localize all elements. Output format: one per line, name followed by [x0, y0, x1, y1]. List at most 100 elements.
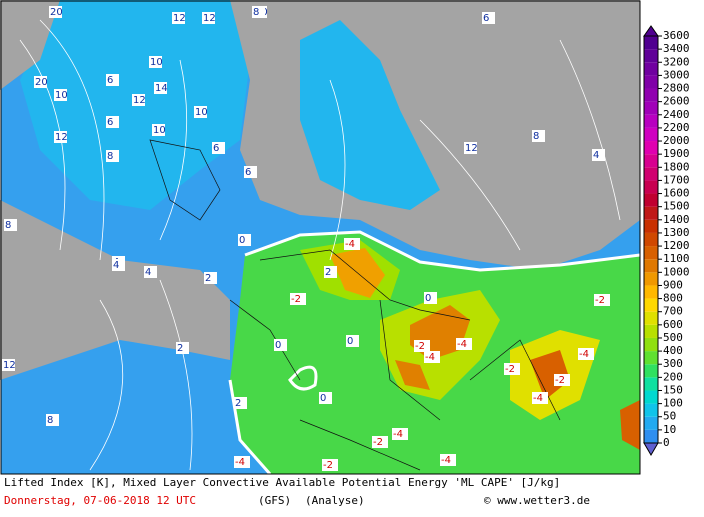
colorbar-label: 400 [663, 344, 683, 357]
contour-label: 2 [325, 267, 331, 278]
colorbar-label: 1300 [663, 226, 690, 239]
contour-label: -4 [393, 429, 403, 440]
colorbar-segment [644, 167, 658, 181]
colorbar-segment [644, 154, 658, 168]
contour-label: -2 [373, 437, 383, 448]
contour-label-box [234, 397, 247, 409]
contour-label: 6 [107, 117, 113, 128]
colorbar-label: 1800 [663, 160, 690, 173]
contour-label-box [54, 89, 67, 101]
contour-label-box [592, 149, 605, 161]
contour-label: -4 [579, 349, 589, 360]
contour-label-box [4, 219, 17, 231]
colorbar-label: 2600 [663, 95, 690, 108]
contour-label: 12 [55, 132, 68, 143]
caption-date: Donnerstag, 07-06-2018 12 UTC [4, 494, 196, 507]
contour-label-box [290, 293, 306, 305]
colorbar-segment [644, 324, 658, 338]
contour-label-box [346, 335, 359, 347]
contour-label-box [252, 6, 265, 18]
colorbar-segment [644, 351, 658, 365]
contour-label-box [504, 363, 520, 375]
contour-label-box [392, 428, 408, 440]
colorbar-segment [644, 285, 658, 299]
contour-label: 12 [173, 13, 186, 24]
map-frame [0, 0, 641, 475]
contour-label-box [46, 414, 59, 426]
colorbar-label: 900 [663, 278, 683, 291]
contour-label: 12 [465, 143, 478, 154]
colorbar-label: 2000 [663, 134, 690, 147]
contour-label-box [372, 436, 388, 448]
contour-label: 0 [425, 293, 431, 304]
colorbar-label: 3400 [663, 42, 690, 55]
contour-label: -2 [555, 375, 565, 386]
gray-area [0, 0, 230, 380]
contour-label: 10 [153, 125, 166, 136]
colorbar-segment [644, 141, 658, 155]
colorbar-label: 1200 [663, 239, 690, 252]
colorbar-label: 1400 [663, 213, 690, 226]
colorbar-segment [644, 219, 658, 233]
colorbar-label: 2800 [663, 82, 690, 95]
contour-label: 10 [195, 107, 208, 118]
colorbar-segment [644, 206, 658, 220]
contour-label-box [440, 454, 456, 466]
colorbar-label: 150 [663, 383, 683, 396]
cyan-area [300, 20, 440, 210]
colorbar-label: 1700 [663, 173, 690, 186]
colorbar-segment [644, 272, 658, 286]
contour-label: 8 [47, 415, 53, 426]
contour-label-box [554, 374, 570, 386]
contour-label-box [154, 82, 167, 94]
colorbar-label: 50 [663, 410, 676, 423]
zero-contour [228, 230, 641, 475]
caption-title: Lifted Index [K], Mixed Layer Convective… [4, 476, 560, 489]
colorbar-segment [644, 429, 658, 443]
contour-label: 12 [203, 13, 216, 24]
contour-label: 8 [5, 220, 11, 231]
contour-label: 8 [107, 151, 113, 162]
contour-label: 14 [155, 83, 168, 94]
contour-label-box [319, 392, 332, 404]
colorbar-label: 10 [663, 423, 676, 436]
colorbar-segment [644, 193, 658, 207]
colorbar-label: 700 [663, 305, 683, 318]
colorbar-segment [644, 114, 658, 128]
contour-label-box [344, 238, 360, 250]
colorbar-label: 1500 [663, 200, 690, 213]
colorbar-segment [644, 180, 658, 194]
cape-area [395, 305, 470, 390]
contour-label: 6 [483, 13, 489, 24]
contour-label-box [106, 116, 119, 128]
colorbar-segment [644, 127, 658, 142]
contour-label-box [594, 294, 610, 306]
colorbar-label: 500 [663, 331, 683, 344]
contour-label-box [194, 106, 207, 118]
contour-label: 6 [245, 167, 251, 178]
colorbar-label: 300 [663, 357, 683, 370]
contour-label: 2 [205, 273, 211, 284]
colorbar-label: 3600 [663, 29, 690, 42]
caption-credit: © www.wetter3.de [484, 494, 590, 507]
contour-label: -2 [505, 364, 515, 375]
contour-label: 10 [55, 90, 68, 101]
contour-label-box [322, 459, 338, 471]
colorbar-segment [644, 62, 658, 76]
contour-label: -4 [345, 239, 355, 250]
contour-label: -2 [291, 294, 301, 305]
colorbar-label: 1600 [663, 187, 690, 200]
colorbar-arrow [643, 25, 659, 37]
contour-label-box [149, 56, 162, 68]
contour-label-box [532, 392, 548, 404]
colorbar-segment [644, 337, 658, 352]
contour-label-box [212, 142, 225, 154]
contour-label-box [54, 131, 67, 143]
colorbar-label: 0 [663, 436, 670, 449]
colorbar-segment [644, 88, 658, 102]
contour-label-box [34, 76, 47, 88]
colorbar-arrow [643, 442, 659, 456]
contour-label-box [106, 74, 119, 86]
contour-label-box [532, 130, 545, 142]
